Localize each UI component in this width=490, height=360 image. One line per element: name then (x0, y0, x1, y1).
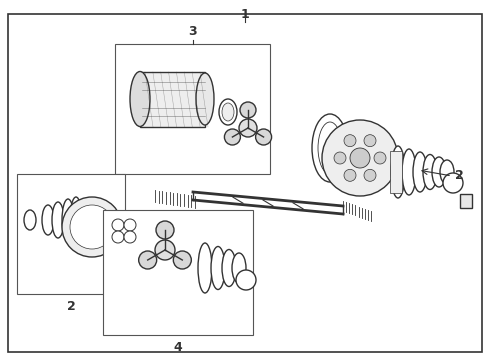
Ellipse shape (219, 99, 237, 125)
Bar (103, 210, 253, 335)
Ellipse shape (130, 72, 150, 126)
Circle shape (322, 120, 398, 196)
Circle shape (364, 135, 376, 147)
Circle shape (364, 169, 376, 181)
Circle shape (156, 221, 174, 239)
Circle shape (236, 270, 256, 290)
Circle shape (256, 129, 271, 145)
Circle shape (443, 173, 463, 193)
Ellipse shape (42, 205, 54, 235)
Ellipse shape (423, 154, 437, 189)
Ellipse shape (62, 199, 74, 241)
Ellipse shape (318, 122, 342, 174)
Bar (140, 72, 205, 127)
Ellipse shape (222, 103, 234, 121)
Bar (390, 151, 402, 193)
Circle shape (344, 169, 356, 181)
Text: 2: 2 (67, 300, 75, 313)
Circle shape (374, 152, 386, 164)
Ellipse shape (432, 157, 446, 187)
Ellipse shape (222, 249, 236, 287)
Text: 4: 4 (173, 341, 182, 354)
Circle shape (112, 219, 124, 231)
Bar (115, 44, 270, 174)
Circle shape (173, 251, 191, 269)
Ellipse shape (70, 197, 82, 243)
Bar (17, 174, 125, 294)
Circle shape (124, 219, 136, 231)
Circle shape (139, 251, 157, 269)
Ellipse shape (232, 253, 246, 283)
Circle shape (112, 231, 124, 243)
Circle shape (239, 119, 257, 137)
Circle shape (344, 135, 356, 147)
Ellipse shape (196, 73, 214, 125)
Ellipse shape (413, 152, 427, 192)
Circle shape (240, 102, 256, 118)
Ellipse shape (391, 146, 405, 198)
Ellipse shape (198, 243, 212, 293)
Circle shape (334, 152, 346, 164)
Circle shape (350, 148, 370, 168)
Circle shape (62, 197, 122, 257)
Ellipse shape (211, 247, 225, 289)
Circle shape (70, 205, 114, 249)
Ellipse shape (402, 149, 416, 195)
Ellipse shape (52, 202, 64, 238)
Ellipse shape (440, 160, 454, 184)
Text: 2: 2 (455, 168, 464, 181)
Text: 1: 1 (241, 8, 249, 21)
Circle shape (224, 129, 241, 145)
Circle shape (124, 231, 136, 243)
Ellipse shape (312, 114, 348, 182)
Text: 3: 3 (188, 25, 197, 38)
Bar (460, 194, 472, 208)
Circle shape (155, 240, 175, 260)
Ellipse shape (24, 210, 36, 230)
